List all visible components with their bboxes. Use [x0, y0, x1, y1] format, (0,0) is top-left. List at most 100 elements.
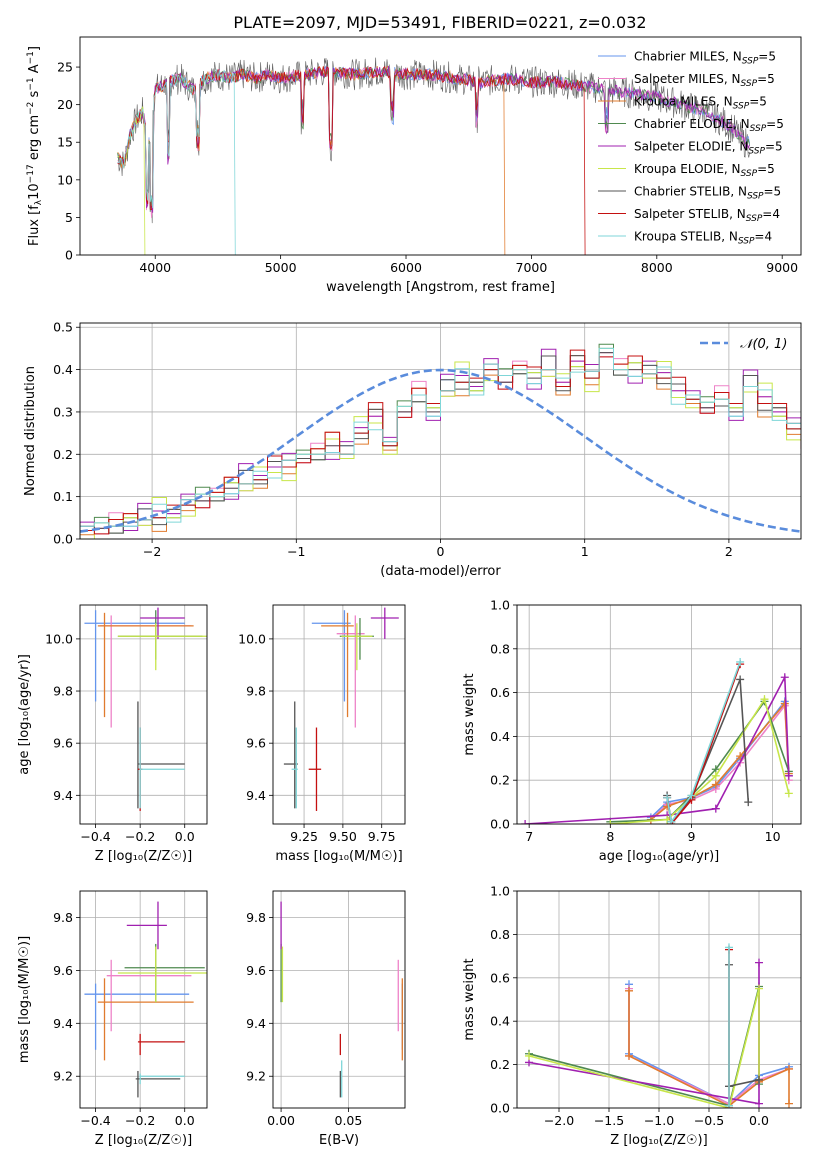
spectrum-ylabel-part: Flux [f	[27, 205, 42, 246]
age-vs-z-ytick-label: 9.6	[53, 736, 73, 751]
legend-entry-cm: Chabrier MILES, NSSP=5	[634, 50, 776, 67]
mass-vs-z-axes: −0.4 −0.2 0.0 9.2 9.4 9.6 9.8	[53, 891, 207, 1128]
age-vs-z-points	[84, 607, 207, 811]
weight-vs-age-marker-ke	[784, 789, 793, 798]
residuals-xtick-label: 0	[437, 544, 445, 559]
weight-vs-age-marker-ks	[687, 791, 696, 800]
residuals-ylabel: Normed distribution	[23, 366, 38, 496]
weight-vs-age-marker-ks	[736, 657, 745, 666]
weight-vs-z-frame	[516, 890, 802, 1109]
weight-vs-age-marker-cs	[736, 675, 745, 684]
spectrum-ylabel-part: −17	[26, 164, 36, 183]
age-vs-mass-frame	[272, 604, 406, 825]
age-vs-mass-ytick-label: 9.8	[246, 684, 266, 699]
weight-vs-z-ytick-label: 0.6	[490, 970, 510, 985]
weight-vs-age-xtick-label: 10	[765, 829, 781, 844]
weight-vs-z-marker-se	[755, 1099, 763, 1108]
weight-vs-z-ytick-label: 0.4	[490, 1014, 510, 1029]
mass-vs-z-xtick-label: −0.2	[125, 1113, 155, 1128]
legend-entry-ss: Salpeter STELIB, NSSP=4	[634, 207, 780, 224]
weight-vs-z-xtick-label: −0.5	[694, 1113, 724, 1128]
mass-vs-z-ytick-label: 9.8	[53, 910, 73, 925]
spectrum-ytick-label: 5	[65, 210, 73, 225]
legend-sub: SSP	[748, 147, 765, 157]
spectrum-series-km	[117, 65, 506, 255]
weight-vs-age-marker-se	[521, 820, 530, 824]
residuals-hist-ks	[80, 347, 801, 539]
legend-tail: =4	[754, 230, 772, 244]
spectrum-xtick-label: 8000	[641, 260, 673, 275]
age-vs-mass-xtick-label: 9.50	[329, 829, 357, 844]
spectrum-lines	[117, 57, 750, 255]
age-vs-z-xtick-label: −0.2	[125, 829, 155, 844]
mass-vs-z-ytick-label: 9.4	[53, 1016, 73, 1031]
age-vs-mass-points	[283, 607, 399, 811]
spectrum-ylabel-part: λ	[34, 199, 44, 205]
spectrum-ylabel-part: −2	[26, 102, 36, 115]
legend-sub: SSP	[738, 237, 755, 247]
mass-vs-z-xtick-label: −0.4	[80, 1113, 110, 1128]
weight-vs-age-ytick-label: 0.4	[490, 729, 510, 744]
spectrum-xtick-label: 4000	[139, 260, 171, 275]
legend-tail: =5	[766, 117, 784, 131]
spectrum-ylabel-part: ]	[27, 46, 42, 51]
residuals-axes: −2 −1 0 1 2 0.0 0.1 0.2 0.3 0.4 0.5	[53, 320, 801, 559]
residuals-hist-ce	[80, 343, 801, 539]
legend-tail: =4	[762, 207, 780, 221]
age-vs-mass-axes: 9.25 9.50 9.75 9.4 9.6 9.8 10.0	[238, 605, 405, 844]
weight-vs-age-marker-km	[663, 802, 672, 811]
mass-vs-z-ytick-label: 9.2	[53, 1069, 73, 1084]
spectrum-ytick-label: 20	[57, 97, 73, 112]
weight-vs-age-ylabel: mass weight	[462, 673, 477, 755]
spectrum-xlabel: wavelength [Angstrom, rest frame]	[326, 280, 555, 295]
weight-vs-age-frame	[516, 604, 802, 825]
age-vs-z-ytick-label: 9.8	[53, 684, 73, 699]
spectrum-xtick-label: 6000	[390, 260, 422, 275]
legend-sub: SSP	[750, 124, 767, 134]
residuals-frame	[79, 322, 802, 540]
residuals-ytick-label: 0.2	[53, 447, 73, 462]
weight-vs-z-xtick-label: −2.0	[544, 1113, 574, 1128]
weight-vs-age-marker-se	[780, 673, 789, 682]
weight-vs-z-marker-ks	[725, 943, 733, 952]
mass-vs-ebv-points	[280, 901, 403, 1098]
spectrum-ylabel-part: −1	[26, 77, 36, 90]
legend-label: Salpeter STELIB, N	[634, 207, 746, 221]
residuals-gaussian-curve	[80, 368, 801, 533]
residuals-xtick-label: 2	[725, 544, 733, 559]
legend-label: Chabrier STELIB, N	[634, 185, 747, 199]
legend-entry-se: Salpeter ELODIE, NSSP=5	[634, 140, 783, 157]
age-vs-mass-xtick-label: 9.75	[368, 829, 396, 844]
weight-vs-z-marker-km	[625, 986, 633, 995]
residuals-hists	[80, 343, 801, 539]
age-vs-z-axes: −0.4 −0.2 0.0 9.4 9.6 9.8 10.0	[45, 605, 207, 844]
weight-vs-z-marker-se	[755, 958, 763, 967]
weight-vs-z-series-ke	[528, 988, 760, 1108]
legend-entry-sm: Salpeter MILES, NSSP=5	[634, 72, 775, 89]
weight-vs-z-xtick-label: −1.0	[644, 1113, 674, 1128]
age-vs-z-ylabel: age [log₁₀(age/yr)]	[17, 654, 32, 775]
weight-vs-z-ytick-label: 0.8	[490, 927, 510, 942]
weight-vs-z-marker-km	[625, 1051, 633, 1060]
weight-vs-z-xtick-label: −1.5	[594, 1113, 624, 1128]
age-vs-z-xtick-label: −0.4	[80, 829, 110, 844]
weight-vs-age-ytick-label: 1.0	[490, 598, 510, 613]
legend-entry-km: Kroupa MILES, NSSP=5	[634, 95, 767, 112]
spectrum-series-se	[117, 66, 750, 213]
residuals-xtick-label: −1	[287, 544, 305, 559]
residuals-xlabel: (data-model)/error	[380, 564, 501, 579]
weight-vs-age-xtick-label: 7	[525, 829, 533, 844]
weight-vs-z-ytick-label: 0.2	[490, 1057, 510, 1072]
weight-vs-age-marker-ks	[663, 793, 672, 802]
legend-label: Chabrier MILES, N	[634, 50, 742, 64]
age-vs-z-xlabel: Z [log₁₀(Z/Z☉)]	[95, 849, 192, 864]
spectrum-ylabel-part: −1	[26, 51, 36, 64]
weight-vs-z-series-km	[628, 990, 790, 1107]
age-vs-mass-ytick-label: 9.4	[246, 788, 266, 803]
weight-vs-age-axes: 7 8 9 10 0.0 0.2 0.4 0.6 0.8 1.0	[490, 598, 801, 844]
weight-vs-age-ytick-label: 0.8	[490, 641, 510, 656]
spectrum-ylabel-part: erg cm	[27, 115, 42, 164]
residuals-ytick-label: 0.1	[53, 489, 73, 504]
legend-tail: =5	[757, 162, 775, 176]
